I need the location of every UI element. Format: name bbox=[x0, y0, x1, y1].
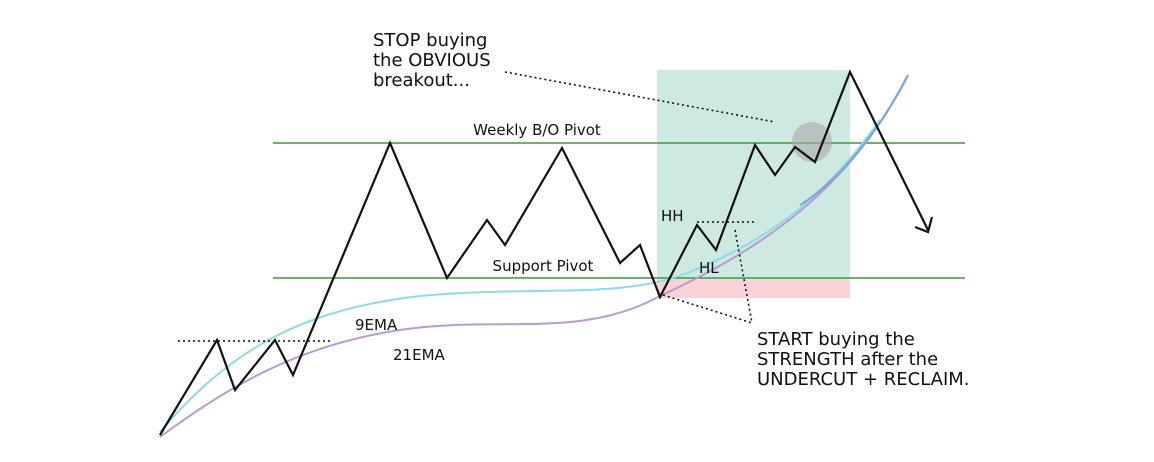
price-path bbox=[159, 69, 929, 436]
arrow-head bbox=[914, 216, 934, 234]
undercut-zone bbox=[657, 280, 850, 298]
ema21-curve bbox=[159, 74, 909, 438]
ema9-curve bbox=[159, 119, 881, 433]
ema9-label: 9EMA bbox=[355, 316, 398, 334]
support-pivot-label: Support Pivot bbox=[493, 257, 594, 275]
start-text: STRENGTH after the bbox=[757, 349, 938, 370]
hl-label: HL bbox=[699, 259, 719, 277]
stop-text: the OBVIOUS bbox=[373, 50, 491, 71]
breakout-marker bbox=[792, 122, 832, 162]
ema21-label: 21EMA bbox=[393, 346, 446, 364]
stop-text: STOP buying bbox=[373, 30, 488, 51]
ema-overlap bbox=[799, 74, 909, 206]
start-text: START buying the bbox=[757, 329, 915, 350]
stop-text: breakout... bbox=[373, 70, 470, 91]
dotted-guides bbox=[178, 71, 776, 342]
hh-label: HH bbox=[661, 207, 684, 225]
start-text: UNDERCUT + RECLAIM. bbox=[757, 369, 970, 390]
weekly-pivot-label: Weekly B/O Pivot bbox=[473, 121, 601, 139]
